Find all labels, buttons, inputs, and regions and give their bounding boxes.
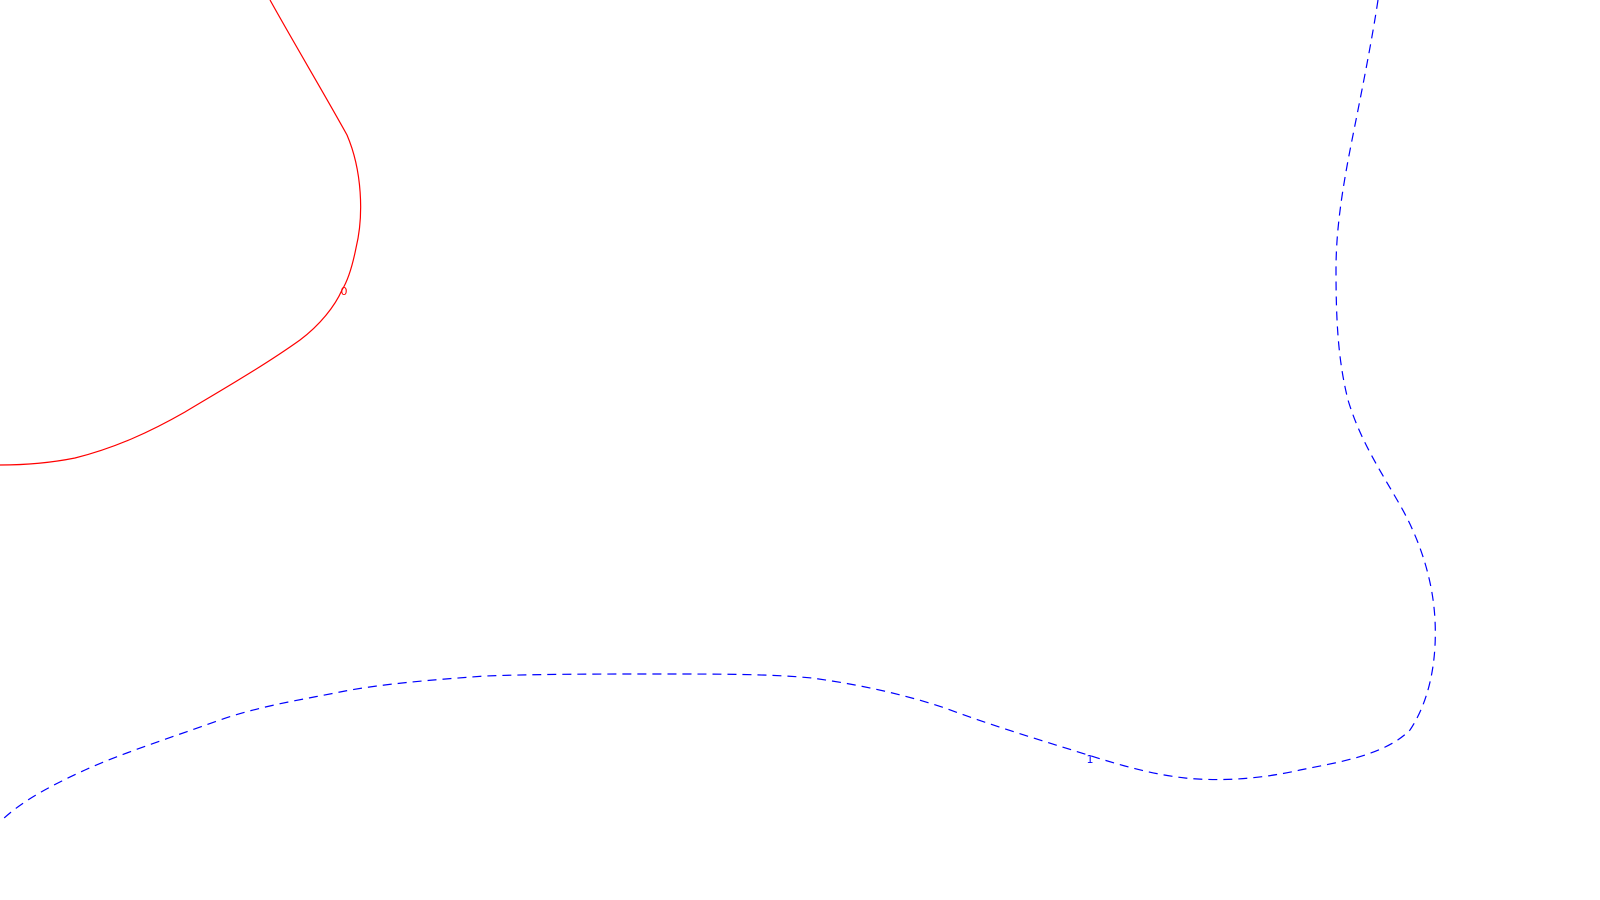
contour-line-level-1: [0, 0, 1436, 823]
contour-label-level-1: 1: [1087, 753, 1094, 766]
contour-line-level-0: [0, 0, 362, 466]
contour-label-level-0: 0: [341, 285, 348, 298]
